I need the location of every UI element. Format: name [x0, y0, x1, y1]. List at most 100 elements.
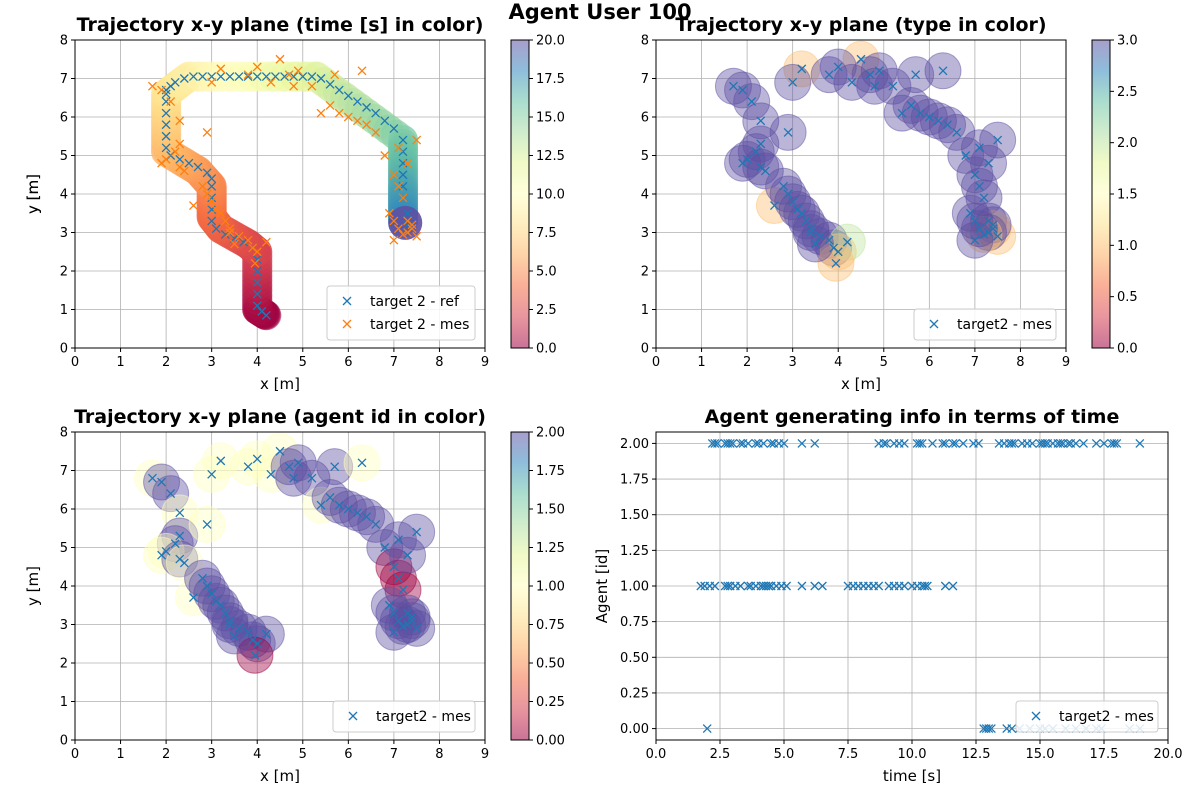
agent1-point: [810, 581, 820, 591]
mes-point: [961, 151, 971, 160]
mes-point: [384, 208, 394, 218]
mes-point: [810, 239, 820, 249]
ref-point: [307, 72, 317, 82]
agent2-point: [974, 438, 984, 448]
x-tick-label: 17.5: [1090, 747, 1119, 762]
y-tick-label: 0: [641, 342, 649, 357]
y-tick-label: 6: [641, 111, 649, 126]
ref-point: [198, 72, 208, 82]
x-tick-label: 8: [435, 355, 443, 370]
y-tick-label: 1.00: [620, 580, 649, 595]
ref-point: [334, 85, 344, 95]
mes-point: [965, 208, 975, 218]
ref-point: [207, 174, 217, 184]
x-tick-label: 0: [71, 747, 79, 762]
x-tick-label: 1: [116, 355, 124, 370]
legend-box: [326, 285, 476, 341]
x-tick-label: 6: [344, 355, 352, 370]
y-axis-label: y [m]: [24, 174, 42, 214]
mes-point: [252, 247, 262, 257]
colorbar-tick-label: 2.5: [536, 303, 557, 318]
x-tick-label: 7: [390, 747, 398, 762]
ref-point: [257, 306, 267, 316]
agent2-point: [899, 438, 909, 448]
mes-point: [362, 512, 372, 522]
colorbar: [1092, 40, 1110, 348]
agent1-point: [817, 581, 827, 591]
mes-point: [147, 473, 157, 483]
mes-point: [974, 224, 984, 234]
y-tick-label: 5: [60, 149, 68, 164]
x-tick-label: 9: [481, 355, 489, 370]
mes-point: [261, 629, 271, 639]
colorbar-tick-label: 5.0: [536, 265, 557, 280]
agent2-point: [915, 438, 925, 448]
mes-point: [756, 116, 766, 126]
x-tick-label: 9: [481, 747, 489, 762]
mes-point: [797, 64, 807, 74]
x-axis-label: x [m]: [841, 375, 881, 393]
y-tick-label: 5: [60, 541, 68, 556]
mes-point: [393, 224, 403, 234]
agent2-point: [712, 438, 722, 448]
legend-label: target2 - mes: [376, 709, 471, 725]
x-tick-label: 15.0: [1026, 747, 1055, 762]
legend-label: target2 - mes: [1059, 709, 1154, 725]
mes-point: [216, 600, 226, 610]
y-tick-label: 5: [641, 149, 649, 164]
mes-point: [325, 492, 335, 502]
x-axis-label: x [m]: [260, 375, 300, 393]
mes-point: [207, 77, 217, 87]
x-tick-label: 0: [652, 355, 660, 370]
panel-title: Trajectory x-y plane (agent id in color): [74, 406, 486, 428]
mes-point: [352, 508, 362, 518]
ref-point: [352, 97, 362, 107]
x-tick-label: 2: [743, 355, 751, 370]
mes-point: [815, 231, 825, 241]
mes-point: [325, 100, 335, 110]
agent1-point: [723, 581, 733, 591]
ref-point: [289, 72, 299, 82]
colorbar-tick-label: 2.5: [1117, 85, 1138, 100]
ref-point: [175, 154, 185, 164]
mes-point: [788, 77, 798, 87]
mes-point: [170, 539, 180, 549]
x-tick-label: 4: [253, 747, 261, 762]
ref-point: [179, 74, 189, 83]
mes-point: [380, 543, 390, 552]
y-tick-label: 1.25: [620, 544, 649, 559]
y-tick-label: 6: [60, 503, 68, 518]
mes-point: [157, 158, 167, 168]
y-tick-label: 0: [60, 734, 68, 749]
mes-point: [229, 631, 239, 641]
mes-point: [783, 189, 793, 199]
mes-point: [993, 231, 1003, 241]
mes-point: [831, 258, 841, 268]
mes-point: [243, 235, 253, 245]
mes-point: [979, 229, 989, 239]
legend-label: target2 - mes: [957, 317, 1052, 333]
y-tick-label: 2: [641, 265, 649, 280]
mes-point: [216, 64, 226, 74]
colorbar-tick-label: 0.00: [536, 734, 565, 749]
agent2-point: [958, 438, 968, 448]
mes-point: [252, 454, 262, 464]
mes-point: [970, 235, 980, 245]
ref-point: [239, 237, 249, 247]
panel-title: Trajectory x-y plane (time [s] in color): [77, 14, 484, 36]
mes-point: [938, 66, 948, 76]
ref-point: [270, 72, 280, 82]
ref-point: [161, 120, 171, 130]
y-tick-label: 6: [60, 111, 68, 126]
mes-point: [289, 81, 299, 91]
agent1-point: [743, 581, 753, 591]
colorbar-tick-label: 0.5: [1117, 290, 1138, 305]
agent1-point: [797, 581, 807, 591]
legend-box: [1015, 700, 1159, 733]
agent2-point: [1063, 438, 1073, 448]
ref-point: [389, 124, 399, 134]
agent0-point: [702, 724, 712, 734]
agent2-point: [938, 438, 948, 448]
mes-point: [275, 54, 285, 64]
x-tick-label: 8: [1016, 355, 1024, 370]
